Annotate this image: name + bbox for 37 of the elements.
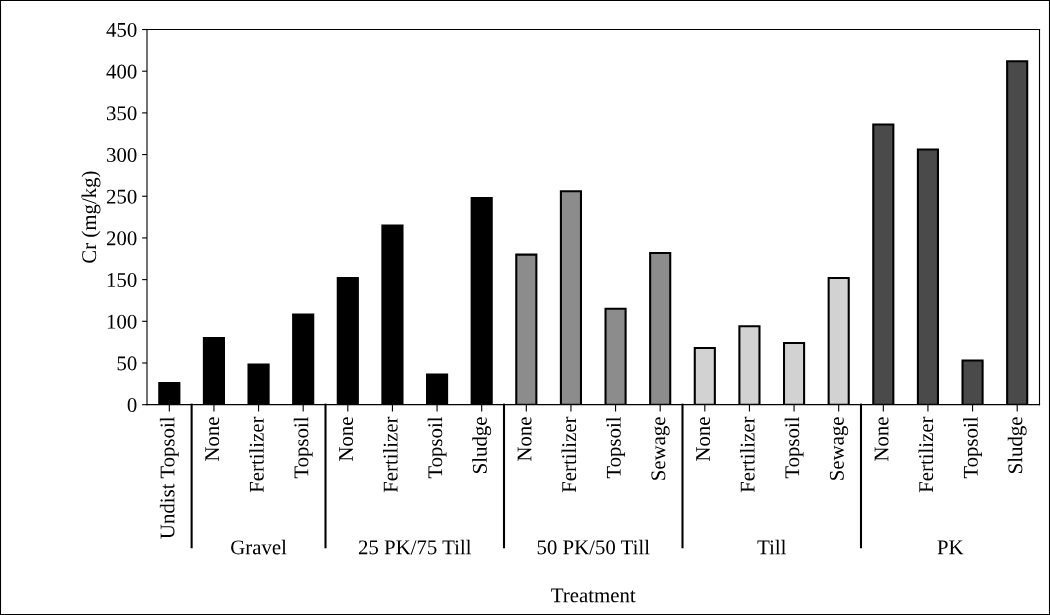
y-tick-label: 200 — [106, 231, 137, 246]
x-tick-label: Topsoil — [606, 416, 626, 479]
y-tick-label: 150 — [107, 272, 137, 288]
y-tick-label: 300 — [107, 147, 137, 162]
x-tick-label: Topsoil — [427, 416, 447, 479]
x-tick-label: Topsoil — [963, 416, 983, 479]
x-tick-label: Sludge — [1007, 417, 1027, 473]
text: Gravel — [231, 539, 287, 555]
y-tick-label: 400 — [106, 64, 137, 79]
x-tick-label: Topsoil — [293, 416, 313, 479]
text: Till — [757, 539, 787, 555]
y-tick-label: 250 — [106, 189, 137, 204]
text: 25 PK/75 Till — [358, 539, 472, 555]
x-tick-label: None — [874, 417, 889, 461]
text: PK — [937, 540, 964, 555]
x-tick-label: None — [339, 417, 354, 461]
y-tick-label: 450 — [106, 22, 137, 37]
x-tick-label: None — [517, 417, 532, 461]
x-tick-label: Fertilizer — [249, 416, 264, 493]
y-tick-label: 350 — [107, 106, 137, 121]
y-tick-label: 50 — [117, 356, 137, 371]
x-tick-label: Sewage — [651, 417, 670, 480]
x-tick-label: None — [205, 417, 220, 461]
x-tick-label: Fertilizer — [739, 416, 755, 493]
x-tick-label: Fertilizer — [561, 416, 577, 493]
x-tick-label: None — [696, 417, 711, 461]
x-tick-label: Undist Topsoil — [159, 416, 179, 539]
x-tick-label: Sewage — [829, 417, 849, 480]
x-tick-label: Topsoil — [784, 416, 804, 479]
text: 50 PK/50 Till — [537, 539, 650, 555]
x-tick-label: Fertilizer — [918, 416, 934, 493]
x-axis-title: Treatment — [551, 588, 636, 603]
x-tick-label: Fertilizer — [382, 416, 398, 493]
y-tick-label: 0 — [127, 398, 137, 413]
y-axis-title: Cr (mg/kg) — [81, 171, 101, 263]
x-tick-label: Sludge — [472, 417, 492, 473]
y-tick-label: 100 — [107, 314, 137, 329]
